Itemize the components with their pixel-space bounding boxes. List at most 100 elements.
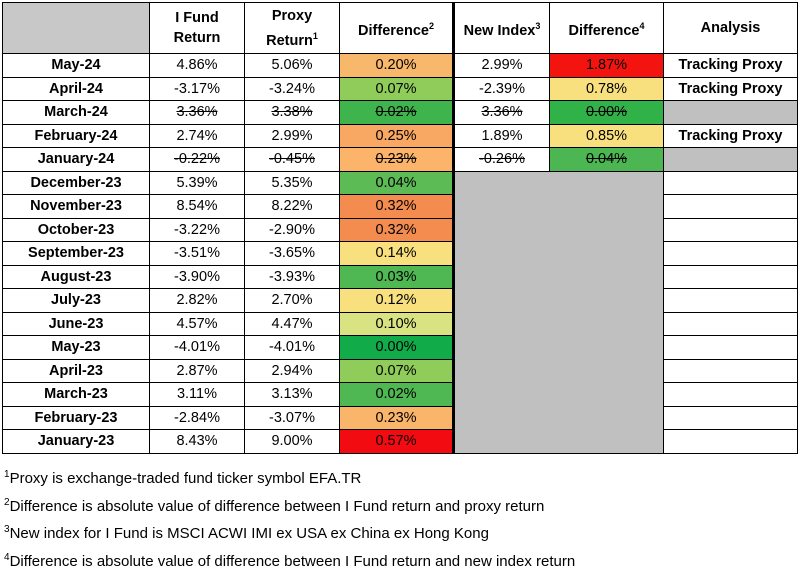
difference-cell: 0.00% bbox=[339, 335, 454, 360]
ifund-return-cell: 4.57% bbox=[149, 311, 245, 336]
difference-cell: 0.57% bbox=[339, 429, 454, 454]
difference-cell: 0.02% bbox=[339, 100, 454, 125]
difference-cell: 0.32% bbox=[339, 217, 454, 242]
month-cell: December-23 bbox=[2, 170, 150, 195]
proxy-return-cell: 3.38% bbox=[244, 100, 340, 125]
proxy-return-cell: 8.22% bbox=[244, 194, 340, 219]
new-index-cell: -0.26% bbox=[452, 147, 550, 172]
proxy-return-cell: 2.94% bbox=[244, 358, 340, 383]
header-proxy-return: Proxy Return1 bbox=[244, 2, 340, 54]
month-cell: February-24 bbox=[2, 123, 150, 148]
analysis-cell: Tracking Proxy bbox=[663, 53, 798, 78]
difference-cell: 0.10% bbox=[339, 311, 454, 336]
difference-cell: 0.07% bbox=[339, 76, 454, 101]
table-row: January-23 8.43% 9.00% 0.57% bbox=[2, 429, 798, 454]
ifund-return-cell: -3.90% bbox=[149, 264, 245, 289]
difference-cell: 0.14% bbox=[339, 241, 454, 266]
difference-new-index-cell: 0.00% bbox=[549, 100, 664, 125]
analysis-cell-empty bbox=[663, 429, 798, 454]
footnote-3: 3New index for I Fund is MSCI ACWI IMI e… bbox=[4, 524, 489, 543]
difference-cell: 0.20% bbox=[339, 53, 454, 78]
analysis-cell-empty bbox=[663, 288, 798, 313]
table-row: April-23 2.87% 2.94% 0.07% bbox=[2, 358, 798, 383]
table-row: January-24 -0.22% -0.45% 0.23% -0.26% 0.04% bbox=[2, 147, 798, 172]
month-cell: March-24 bbox=[2, 100, 150, 125]
analysis-cell-empty bbox=[663, 241, 798, 266]
analysis-cell bbox=[663, 100, 798, 125]
proxy-return-cell: -4.01% bbox=[244, 335, 340, 360]
ifund-return-cell: 2.87% bbox=[149, 358, 245, 383]
proxy-return-cell: 2.70% bbox=[244, 288, 340, 313]
footnotes: 1Proxy is exchange-traded fund ticker sy… bbox=[4, 465, 794, 575]
difference-cell: 0.23% bbox=[339, 405, 454, 430]
month-cell: February-23 bbox=[2, 405, 150, 430]
table-row: April-24 -3.17% -3.24% 0.07% -2.39% 0.78% Trac… bbox=[2, 76, 798, 101]
header-ifund-return: I Fund Return bbox=[149, 2, 245, 54]
proxy-return-cell: -3.24% bbox=[244, 76, 340, 101]
footnote-1: 1Proxy is exchange-traded fund ticker sy… bbox=[4, 469, 362, 488]
difference-cell: 0.04% bbox=[339, 170, 454, 195]
ifund-return-cell: -3.51% bbox=[149, 241, 245, 266]
month-cell: January-24 bbox=[2, 147, 150, 172]
month-cell: January-23 bbox=[2, 429, 150, 454]
table-row: August-23 -3.90% -3.93% 0.03% bbox=[2, 264, 798, 289]
difference-cell: 0.32% bbox=[339, 194, 454, 219]
proxy-return-cell: -2.90% bbox=[244, 217, 340, 242]
proxy-return-cell: 5.06% bbox=[244, 53, 340, 78]
table-row: February-24 2.74% 2.99% 0.25% 1.89% 0.85% Trac… bbox=[2, 123, 798, 148]
analysis-cell-empty bbox=[663, 382, 798, 407]
analysis-cell: Tracking Proxy bbox=[663, 76, 798, 101]
proxy-return-cell: -3.93% bbox=[244, 264, 340, 289]
ifund-return-cell: 8.54% bbox=[149, 194, 245, 219]
month-cell: April-23 bbox=[2, 358, 150, 383]
analysis-cell-empty bbox=[663, 264, 798, 289]
header-difference-new-index: Difference4 bbox=[549, 2, 664, 54]
proxy-return-cell: 9.00% bbox=[244, 429, 340, 454]
new-index-cell: 1.89% bbox=[452, 123, 550, 148]
table-row: November-23 8.54% 8.22% 0.32% bbox=[2, 194, 798, 219]
difference-new-index-cell: 0.85% bbox=[549, 123, 664, 148]
analysis-cell-empty bbox=[663, 335, 798, 360]
difference-cell: 0.12% bbox=[339, 288, 454, 313]
month-cell: November-23 bbox=[2, 194, 150, 219]
footnote-2: 2Difference is absolute value of differe… bbox=[4, 496, 545, 515]
month-cell: May-24 bbox=[2, 53, 150, 78]
analysis-cell bbox=[663, 147, 798, 172]
month-cell: March-23 bbox=[2, 382, 150, 407]
table-row: June-23 4.57% 4.47% 0.10% bbox=[2, 311, 798, 336]
proxy-return-cell: -3.65% bbox=[244, 241, 340, 266]
month-cell: October-23 bbox=[2, 217, 150, 242]
table-row: May-23 -4.01% -4.01% 0.00% bbox=[2, 335, 798, 360]
difference-new-index-cell: 0.04% bbox=[549, 147, 664, 172]
difference-cell: 0.23% bbox=[339, 147, 454, 172]
difference-cell: 0.02% bbox=[339, 382, 454, 407]
proxy-return-cell: 2.99% bbox=[244, 123, 340, 148]
month-cell: August-23 bbox=[2, 264, 150, 289]
header-analysis: Analysis bbox=[663, 2, 798, 54]
table-row: March-23 3.11% 3.13% 0.02% bbox=[2, 382, 798, 407]
ifund-return-cell: 3.11% bbox=[149, 382, 245, 407]
analysis-cell-empty bbox=[663, 217, 798, 242]
proxy-return-cell: -0.45% bbox=[244, 147, 340, 172]
ifund-return-cell: -4.01% bbox=[149, 335, 245, 360]
difference-new-index-cell: 1.87% bbox=[549, 53, 664, 78]
analysis-cell: Tracking Proxy bbox=[663, 123, 798, 148]
table-row: February-23 -2.84% -3.07% 0.23% bbox=[2, 405, 798, 430]
proxy-return-cell: 4.47% bbox=[244, 311, 340, 336]
analysis-cell-empty bbox=[663, 311, 798, 336]
month-cell: September-23 bbox=[2, 241, 150, 266]
header-difference: Difference2 bbox=[339, 2, 454, 54]
ifund-return-cell: 2.82% bbox=[149, 288, 245, 313]
ifund-return-cell: 4.86% bbox=[149, 53, 245, 78]
analysis-cell-empty bbox=[663, 405, 798, 430]
month-cell: May-23 bbox=[2, 335, 150, 360]
returns-table: I Fund Return Proxy Return1 Difference2 … bbox=[2, 2, 798, 454]
month-cell: July-23 bbox=[2, 288, 150, 313]
footnote-4: 4Difference is absolute value of differe… bbox=[4, 551, 576, 570]
ifund-return-cell: 8.43% bbox=[149, 429, 245, 454]
ifund-return-cell: 2.74% bbox=[149, 123, 245, 148]
proxy-return-cell: 3.13% bbox=[244, 382, 340, 407]
new-index-cell: -2.39% bbox=[452, 76, 550, 101]
ifund-return-cell: 3.36% bbox=[149, 100, 245, 125]
